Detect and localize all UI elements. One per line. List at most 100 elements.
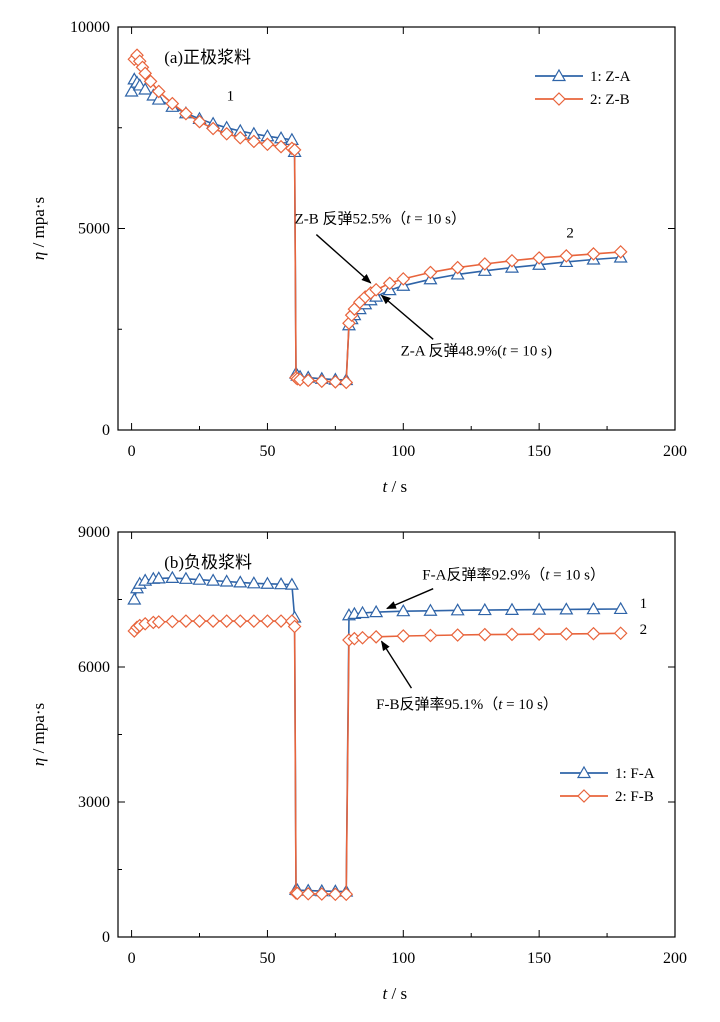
annotation-arrow <box>386 588 434 610</box>
data-point <box>206 121 220 136</box>
series-line <box>133 577 621 893</box>
data-point <box>396 603 411 617</box>
curve-label: 1 <box>640 596 648 612</box>
data-point <box>613 245 628 259</box>
curve-label: 1 <box>227 88 235 104</box>
data-point <box>206 573 221 586</box>
y-tick-label: 0 <box>102 929 110 946</box>
legend: 1: Z-A 2: Z-B <box>535 68 631 108</box>
data-point <box>505 253 519 268</box>
data-point <box>273 576 289 590</box>
data-point <box>450 628 465 642</box>
plot-frame <box>117 531 676 938</box>
annotation: F-A反弹率92.9%（t = 10 s） <box>386 566 605 610</box>
data-point <box>274 614 288 628</box>
annotation-text: F-A反弹率92.9%（t = 10 s） <box>422 566 605 583</box>
data-point <box>532 251 546 265</box>
data-point <box>355 630 370 645</box>
data-point <box>423 628 438 643</box>
annotation-arrow <box>380 640 413 689</box>
legend-label: 1: F-A <box>615 766 655 782</box>
data-point <box>293 372 307 387</box>
data-point <box>178 571 193 584</box>
data-point <box>219 614 234 628</box>
data-point <box>504 602 520 615</box>
data-point <box>143 74 158 89</box>
chart-a-positive-slurry: 0 50 100 150 200 0 5000 10000 t / s η / mpa·s (a)正… <box>29 19 687 496</box>
y-tick-label: 0 <box>102 422 110 439</box>
data-point <box>369 604 384 618</box>
data-point <box>559 602 574 615</box>
data-point <box>260 576 275 589</box>
data-point <box>301 886 316 901</box>
data-point <box>247 134 261 149</box>
data-point <box>151 92 166 105</box>
x-tick-label: 100 <box>391 443 415 460</box>
data-point <box>233 130 248 145</box>
annotation-arrow <box>380 294 434 340</box>
data-point <box>246 576 261 589</box>
data-point <box>127 592 142 605</box>
data-point <box>165 614 180 629</box>
legend-marker <box>552 92 566 106</box>
annotation: F-B反弹率95.1%（t = 10 s） <box>376 640 558 713</box>
data-point <box>339 887 354 902</box>
y-tick-label: 3000 <box>78 794 110 811</box>
x-tick-label: 50 <box>259 950 275 967</box>
chart-b-negative-slurry: 0 50 100 150 200 0 3000 6000 9000 t / s η / mpa·s (… <box>29 524 687 1003</box>
data-point <box>314 374 329 389</box>
data-point <box>287 619 302 634</box>
data-point <box>559 249 574 263</box>
annotation: Z-A 反弹48.9%(t = 10 s) <box>380 294 552 359</box>
panel-title: (a)正极浆料 <box>164 48 251 67</box>
data-point <box>151 571 166 584</box>
data-point <box>613 626 628 641</box>
data-point <box>219 574 234 587</box>
data-point <box>396 629 411 643</box>
y-tick-label: 6000 <box>78 659 110 676</box>
curve-label: 2 <box>566 225 574 241</box>
data-point <box>290 886 305 901</box>
curve-label: 2 <box>640 622 648 638</box>
x-tick-label: 200 <box>663 950 687 967</box>
data-point <box>151 615 166 629</box>
data-point <box>423 603 438 616</box>
data-point <box>274 139 288 154</box>
data-point <box>339 375 354 390</box>
data-point <box>260 614 275 628</box>
legend-label: 2: F-B <box>615 789 654 805</box>
plot-frame <box>117 26 676 431</box>
y-tick-label: 5000 <box>78 221 110 238</box>
y-tick-label: 9000 <box>78 524 110 541</box>
data-point <box>505 627 519 642</box>
x-tick-label: 0 <box>128 443 136 460</box>
x-axis-title: t / s <box>383 984 408 1003</box>
annotation-text: Z-A 反弹48.9%(t = 10 s) <box>401 342 552 359</box>
data-point <box>165 96 180 111</box>
y-tick-label: 10000 <box>70 19 110 36</box>
data-point <box>328 887 343 902</box>
annotation: Z-B 反弹52.5%（t = 10 s） <box>295 210 466 284</box>
data-point <box>192 572 207 585</box>
data-point <box>586 601 601 615</box>
legend-marker <box>577 789 591 803</box>
data-point <box>233 575 248 588</box>
y-axis-title: η / mpa·s <box>29 703 48 766</box>
data-point <box>192 114 207 129</box>
data-point <box>247 614 261 628</box>
data-point <box>477 602 492 616</box>
data-point <box>450 260 465 275</box>
annotation-text: F-B反弹率95.1%（t = 10 s） <box>376 696 558 713</box>
series-2 <box>127 48 628 390</box>
data-point <box>192 614 207 628</box>
x-tick-label: 150 <box>527 443 551 460</box>
data-point <box>260 137 275 152</box>
data-point <box>355 605 370 619</box>
legend-label: 1: Z-A <box>590 69 631 85</box>
data-point <box>138 82 153 95</box>
series-line <box>133 620 621 896</box>
legend-marker <box>551 68 567 82</box>
data-point <box>613 601 628 615</box>
data-point <box>396 272 411 286</box>
data-point <box>206 614 220 628</box>
